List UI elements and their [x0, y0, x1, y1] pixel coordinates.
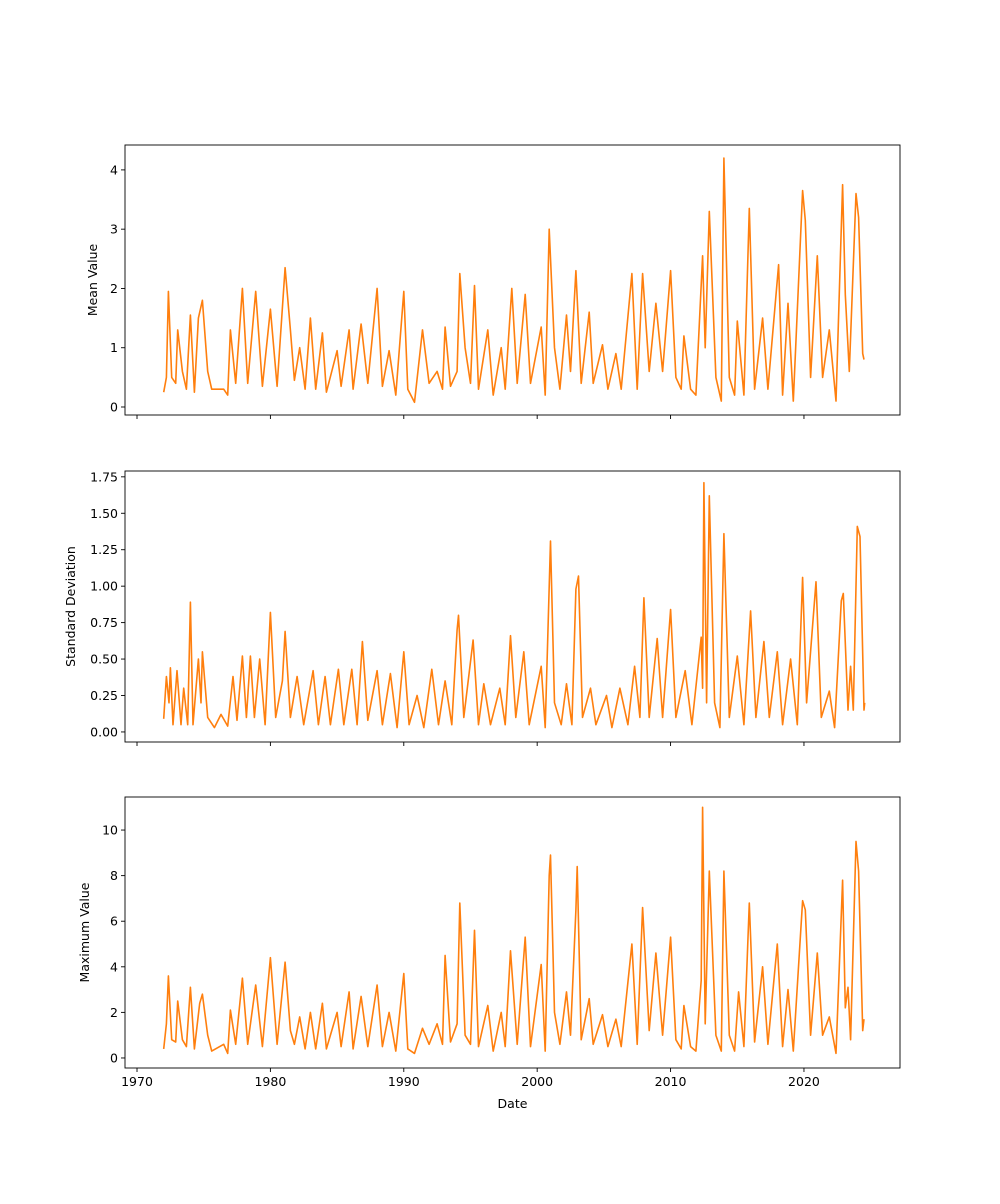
y-tick-label: 0 [110, 1050, 118, 1065]
subplot-3: 0 2 4 6 8 10 1970 1980 1990 2000 2010 2020 Maximum V… [77, 796, 901, 1111]
y-tick-label: 6 [110, 914, 118, 929]
x-tick-label: 1990 [388, 1074, 420, 1089]
x-tick-label: 2000 [521, 1074, 553, 1089]
series-line [162, 157, 865, 404]
y-tick-label: 0.75 [90, 615, 118, 630]
y-tick-label: 2 [110, 281, 118, 296]
subplot-2: 0.00 0.25 0.50 0.75 1.00 1.25 1.50 1.75 Standard… [63, 469, 901, 746]
x-tick-label: 2010 [655, 1074, 687, 1089]
y-tick-label: 1.75 [90, 469, 118, 484]
y-tick-label: 0 [110, 399, 118, 414]
y-axis-label: Mean Value [85, 244, 100, 317]
y-tick-label: 4 [110, 162, 118, 177]
y-tick-label: 8 [110, 868, 118, 883]
axes-frame [124, 144, 901, 416]
y-axis-label: Standard Deviation [63, 546, 78, 667]
axes-frame [124, 796, 901, 1069]
y-tick-label: 1.25 [90, 542, 118, 557]
y-tick-label: 4 [110, 959, 118, 974]
x-axis-label: Date [498, 1096, 528, 1111]
y-tick-label: 0.25 [90, 688, 118, 703]
y-tick-label: 0.00 [90, 724, 118, 739]
x-tick-label: 1970 [121, 1074, 153, 1089]
x-tick-label: 1980 [254, 1074, 286, 1089]
y-axis-label: Maximum Value [77, 882, 92, 982]
y-tick-label: 1.00 [90, 579, 118, 594]
axes-frame [124, 470, 901, 743]
y-tick-label: 2 [110, 1005, 118, 1020]
subplot-1: 0 1 2 3 4 Mean Value [85, 144, 901, 419]
x-tick-label: 2020 [788, 1074, 820, 1089]
y-tick-label: 1.50 [90, 506, 118, 521]
y-tick-label: 0.50 [90, 652, 118, 667]
y-tick-label: 3 [110, 222, 118, 237]
series-line [162, 806, 865, 1055]
y-tick-label: 10 [102, 823, 118, 838]
series-line [162, 481, 866, 729]
y-tick-label: 1 [110, 340, 118, 355]
